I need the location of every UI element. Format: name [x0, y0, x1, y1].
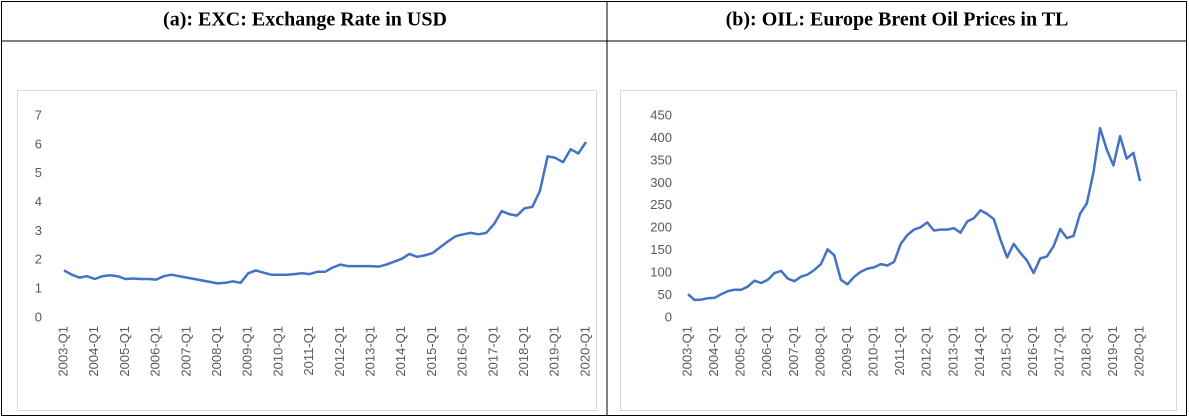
y-tick-label: 450 — [650, 107, 672, 122]
y-tick-label: 0 — [35, 309, 42, 324]
x-tick-label: 2005-Q1 — [117, 326, 132, 377]
x-tick-label: 2004-Q1 — [86, 326, 101, 377]
x-tick-label: 2008-Q1 — [812, 326, 827, 377]
x-tick-label: 2009-Q1 — [839, 326, 854, 377]
x-tick-label: 2003-Q1 — [679, 326, 694, 377]
y-tick-label: 300 — [650, 175, 672, 190]
x-tick-label: 2018-Q1 — [1078, 326, 1093, 377]
x-tick-label: 2014-Q1 — [972, 326, 987, 377]
x-tick-label: 2008-Q1 — [209, 326, 224, 377]
x-tick-label: 2012-Q1 — [332, 326, 347, 377]
x-tick-label: 2015-Q1 — [998, 326, 1013, 377]
x-tick-label: 2014-Q1 — [393, 326, 408, 377]
x-tick-label: 2017-Q1 — [1052, 326, 1067, 377]
chart-frame — [17, 90, 597, 411]
x-tick-label: 2016-Q1 — [455, 326, 470, 377]
x-tick-label: 2010-Q1 — [866, 326, 881, 377]
x-tick-label: 2009-Q1 — [240, 326, 255, 377]
x-tick-label: 2006-Q1 — [148, 326, 163, 377]
x-tick-label: 2011-Q1 — [892, 326, 907, 376]
chart-title: (b): OIL: Europe Brent Oil Prices in TL — [726, 9, 1069, 31]
x-tick-label: 2012-Q1 — [919, 326, 934, 377]
x-tick-label: 2013-Q1 — [362, 326, 377, 377]
y-tick-label: 250 — [650, 197, 672, 212]
x-tick-label: 2015-Q1 — [424, 326, 439, 377]
x-tick-label: 2011-Q1 — [301, 326, 316, 376]
y-tick-label: 50 — [658, 287, 672, 302]
chart-title: (a): EXC: Exchange Rate in USD — [163, 9, 447, 31]
x-tick-label: 2019-Q1 — [1105, 326, 1120, 377]
y-tick-label: 5 — [35, 165, 42, 180]
x-tick-label: 2019-Q1 — [547, 326, 562, 377]
x-tick-label: 2007-Q1 — [178, 326, 193, 377]
y-tick-label: 0 — [665, 309, 672, 324]
data-line — [63, 141, 588, 285]
y-tick-label: 7 — [35, 107, 42, 122]
y-tick-label: 150 — [650, 242, 672, 257]
y-tick-label: 1 — [35, 281, 42, 296]
x-tick-label: 2013-Q1 — [945, 326, 960, 377]
y-tick-label: 200 — [650, 220, 672, 235]
x-tick-label: 2007-Q1 — [786, 326, 801, 377]
y-tick-label: 3 — [35, 223, 42, 238]
x-tick-label: 2018-Q1 — [516, 326, 531, 377]
y-tick-label: 350 — [650, 152, 672, 167]
x-tick-label: 2003-Q1 — [55, 326, 70, 377]
x-tick-label: 2020-Q1 — [577, 326, 592, 377]
x-tick-label: 2006-Q1 — [759, 326, 774, 377]
y-tick-label: 400 — [650, 130, 672, 145]
x-tick-label: 2017-Q1 — [485, 326, 500, 377]
y-tick-label: 100 — [650, 265, 672, 280]
data-line — [687, 126, 1142, 302]
y-tick-label: 6 — [35, 136, 42, 151]
x-tick-label: 2004-Q1 — [706, 326, 721, 377]
x-tick-label: 2010-Q1 — [270, 326, 285, 377]
y-tick-label: 2 — [35, 252, 42, 267]
y-tick-label: 4 — [35, 194, 42, 209]
x-tick-label: 2016-Q1 — [1025, 326, 1040, 377]
x-tick-label: 2020-Q1 — [1131, 326, 1146, 377]
x-tick-label: 2005-Q1 — [733, 326, 748, 377]
chart-frame — [620, 90, 1177, 411]
